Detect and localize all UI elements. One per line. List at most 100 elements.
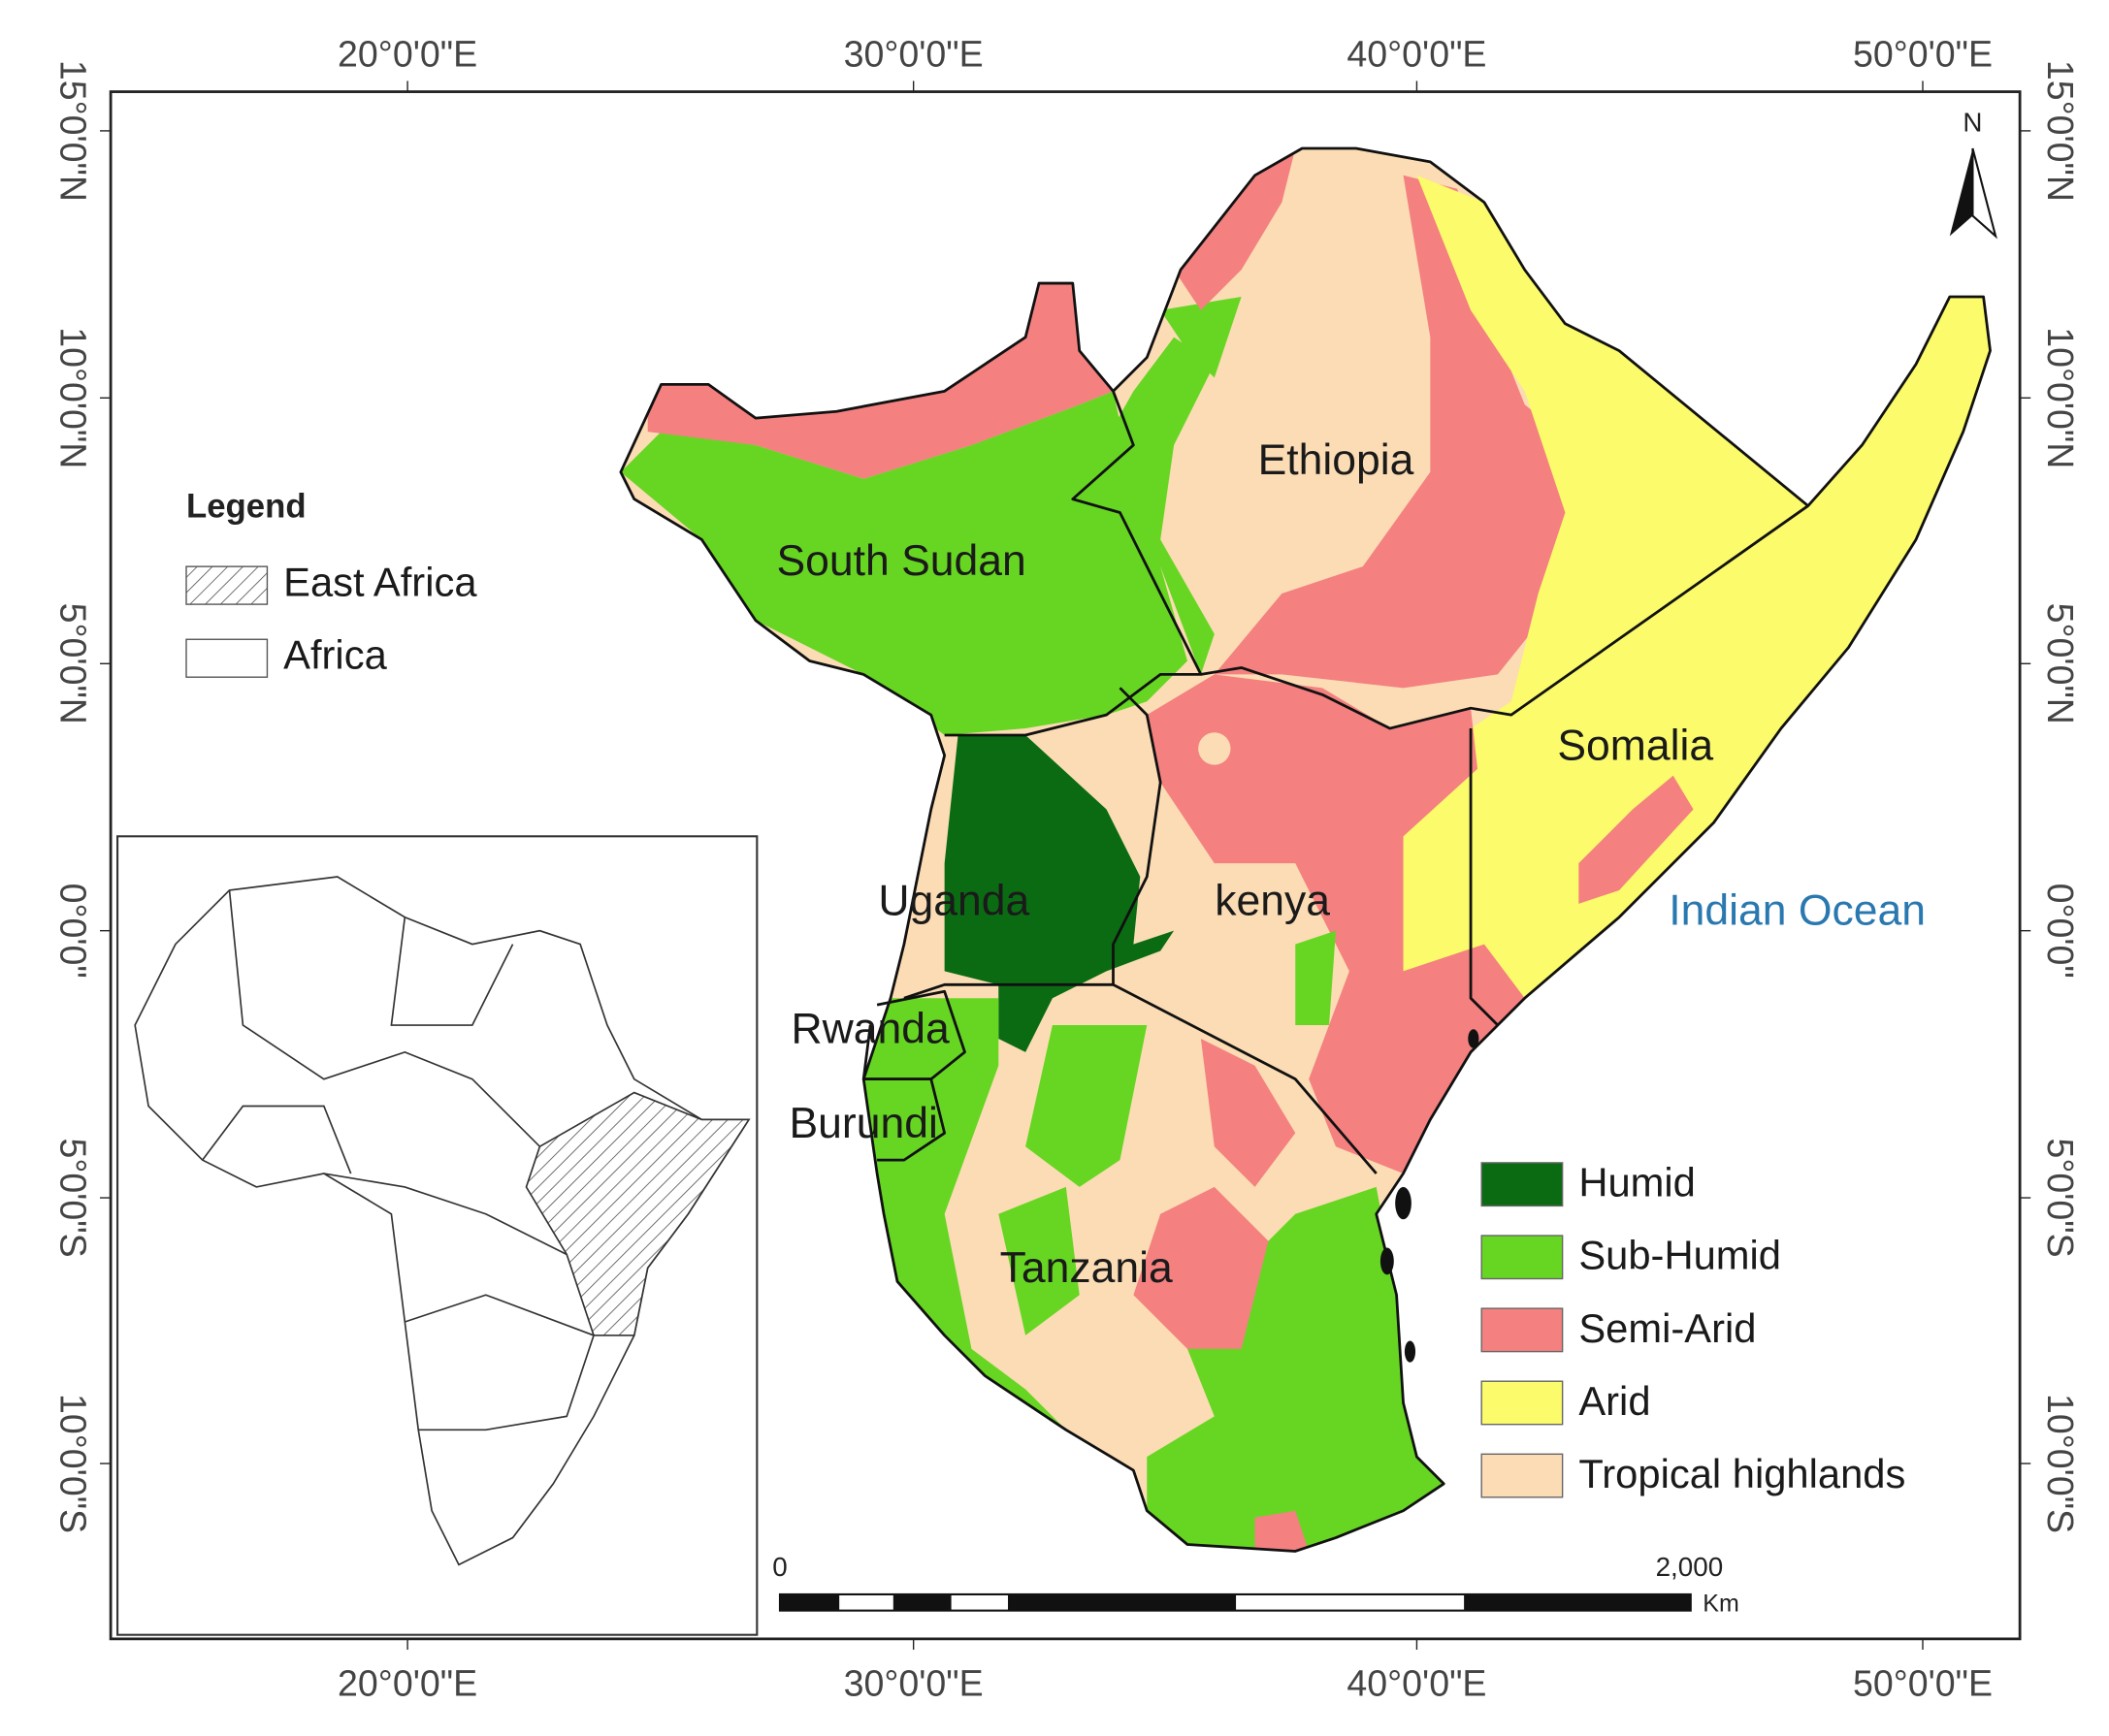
- longitude-label: 50°0'0"E: [1853, 1662, 1993, 1703]
- latitude-label: 5°0'0"S: [52, 1138, 93, 1257]
- zone-sub-humid: [1072, 337, 1215, 675]
- latitude-label: 15°0'0"N: [52, 60, 93, 202]
- legend-label: East Africa: [283, 560, 477, 605]
- legend-swatch: [185, 638, 269, 678]
- zone-semi-arid: [1254, 1510, 1310, 1552]
- latitude-label: 5°0'0"N: [2040, 603, 2081, 724]
- country-label: Burundi: [790, 1100, 938, 1147]
- inset-map: [116, 835, 759, 1636]
- zone-sub-humid: [1160, 296, 1242, 378]
- legend-label: Sub-Humid: [1578, 1233, 1781, 1278]
- longitude-label: 20°0'0"E: [338, 33, 477, 74]
- ocean-label: Indian Ocean: [1669, 886, 1926, 934]
- scale-unit: Km: [1703, 1591, 1739, 1618]
- longitude-label: 30°0'0"E: [844, 33, 984, 74]
- zone-semi-arid: [1147, 674, 1525, 1174]
- zone-semi-arid: [1133, 1186, 1269, 1349]
- scale-start: 0: [772, 1552, 787, 1582]
- inset-border: [390, 916, 514, 1026]
- zone-semi-arid: [1214, 175, 1606, 689]
- country-labels: South Sudan Ethiopia Somalia Uganda keny…: [776, 436, 1926, 1292]
- arrow-half: [1949, 147, 1973, 237]
- inset-border: [405, 1294, 596, 1431]
- latitude-label: 15°0'0"N: [2040, 60, 2081, 202]
- country-label: Uganda: [878, 878, 1029, 925]
- country-label: kenya: [1215, 878, 1330, 925]
- scale-segment: [1464, 1593, 1691, 1611]
- country-label: Rwanda: [792, 1006, 951, 1053]
- legend-swatch: [1480, 1307, 1564, 1353]
- legend-label: Humid: [1578, 1160, 1696, 1206]
- country-label: Somalia: [1557, 723, 1713, 770]
- climate-legend: Humid Sub-Humid Semi-Arid Arid Tropical …: [1480, 1160, 1905, 1498]
- zone-sub-humid: [620, 391, 1187, 736]
- east-africa-region: [525, 1091, 751, 1336]
- zone-sub-humid: [1025, 1025, 1148, 1187]
- borders: [619, 146, 1992, 1553]
- zone-semi-arid: [1578, 775, 1694, 904]
- inset-border: [323, 1173, 568, 1256]
- legend: Legend East Africa Africa: [185, 489, 477, 678]
- country-border: [1200, 504, 1809, 730]
- islands: [1379, 1029, 1479, 1363]
- scale-segment: [1008, 1593, 1237, 1611]
- longitude-label: 40°0'0"E: [1347, 33, 1486, 74]
- latitude-label: 5°0'0"N: [52, 603, 93, 724]
- zone-sub-humid: [998, 1186, 1080, 1335]
- latitude-label: 10°0'0"S: [52, 1394, 93, 1533]
- latitude-label: 0°0'0": [52, 884, 93, 979]
- north-label: N: [1963, 107, 1982, 137]
- legend-swatch: [185, 565, 269, 605]
- inset-border: [228, 889, 540, 1147]
- longitude-label: 20°0'0"E: [338, 1662, 477, 1703]
- zone-tropical-highlands: [1198, 732, 1231, 765]
- east-africa-outline: [619, 146, 1992, 1553]
- latitude-label: 0°0'0": [2040, 884, 2081, 979]
- latitude-label: 10°0'0"N: [2040, 327, 2081, 468]
- country-label: South Sudan: [776, 537, 1025, 585]
- zone-semi-arid: [647, 270, 1114, 479]
- country-label: Ethiopia: [1258, 436, 1414, 484]
- scale-end: 2,000: [1656, 1552, 1724, 1582]
- legend-label: Africa: [283, 632, 387, 678]
- country-border: [863, 1077, 947, 1162]
- scale-segment: [892, 1593, 952, 1611]
- longitude-label: 50°0'0"E: [1853, 33, 1993, 74]
- zone-semi-arid: [1200, 1038, 1296, 1187]
- scale-segment: [779, 1593, 840, 1611]
- legend-swatch: [1480, 1162, 1564, 1207]
- zone-sub-humid: [1295, 930, 1336, 1026]
- longitude-label: 30°0'0"E: [844, 1662, 984, 1703]
- country-border: [944, 390, 1203, 737]
- island: [1404, 1340, 1416, 1363]
- legend-swatch: [1480, 1380, 1564, 1426]
- north-arrow: N: [1949, 107, 1997, 240]
- legend-label: Arid: [1578, 1378, 1650, 1424]
- zone-semi-arid: [1174, 147, 1296, 310]
- island: [1379, 1247, 1394, 1275]
- island: [1468, 1029, 1479, 1048]
- country-border: [1469, 728, 1499, 1027]
- legend-label: Semi-Arid: [1578, 1305, 1756, 1351]
- arrow-half: [1971, 147, 1997, 240]
- latitude-label: 10°0'0"S: [2040, 1394, 2081, 1533]
- country-border: [861, 989, 966, 1081]
- scale-bar: 0 2,000 Km: [772, 1552, 1739, 1618]
- longitude-label: 40°0'0"E: [1347, 1662, 1486, 1703]
- legend-swatch: [1480, 1453, 1564, 1498]
- graticule-labels: 20°0'0"E 20°0'0"E 30°0'0"E 30°0'0"E 40°0'0"E…: [52, 33, 2081, 1703]
- country-label: Tanzania: [1000, 1244, 1173, 1292]
- legend-swatch: [1480, 1235, 1564, 1280]
- latitude-label: 5°0'0"S: [2040, 1138, 2081, 1257]
- legend-title: Legend: [186, 489, 307, 526]
- latitude-label: 10°0'0"N: [52, 327, 93, 468]
- inset-border: [202, 1105, 352, 1174]
- country-border: [903, 687, 1162, 1000]
- zone-sub-humid: [1147, 1186, 1444, 1552]
- zone-sub-humid: [863, 998, 1066, 1431]
- country-border: [1112, 983, 1378, 1174]
- zone-arid: [1403, 175, 1991, 1026]
- island: [1395, 1186, 1411, 1220]
